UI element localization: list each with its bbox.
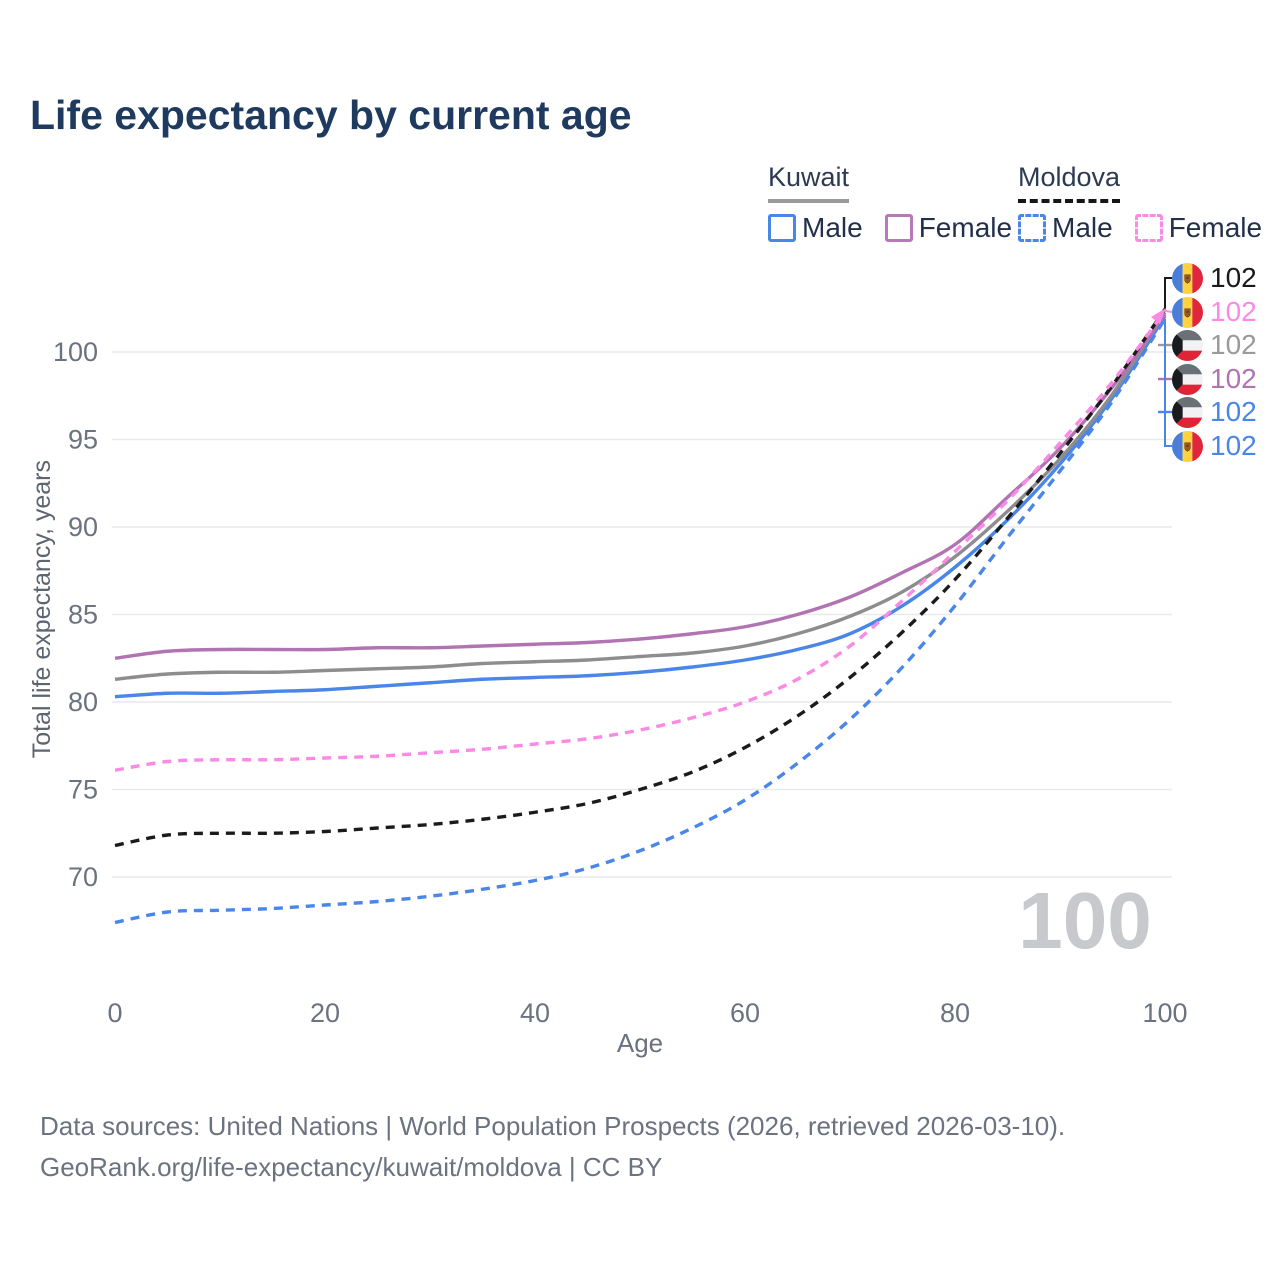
moldova-flag-icon xyxy=(1172,296,1203,328)
moldova-flag-art xyxy=(1172,296,1203,328)
legend-group-kuwait: Kuwait Male Female xyxy=(768,162,1012,244)
series-line-kuwait-both-sexes[interactable] xyxy=(114,311,1167,681)
moldova-flag-icon xyxy=(1172,430,1203,462)
x-tick-label-60: 60 xyxy=(730,998,760,1028)
end-label-row-5: 102 xyxy=(1172,430,1257,462)
y-tick-label-75: 75 xyxy=(68,775,98,805)
end-label-row-1: 102 xyxy=(1172,296,1257,328)
kuwait-flag-art xyxy=(1172,363,1203,395)
y-tick-label-95: 95 xyxy=(68,425,98,455)
kuwait-female-checkbox[interactable] xyxy=(884,214,913,242)
end-value-moldova-male: 102 xyxy=(1210,430,1257,461)
footer: Data sources: United Nations | World Pop… xyxy=(40,1106,1065,1188)
page-title: Life expectancy by current age xyxy=(30,92,632,138)
series-line-moldova-male[interactable] xyxy=(114,317,1167,925)
end-value-moldova-female: 102 xyxy=(1210,296,1257,327)
x-tick-label-20: 20 xyxy=(310,998,340,1028)
kuwait-male-label: Male xyxy=(802,212,863,243)
moldova-female-label: Female xyxy=(1168,212,1263,243)
endpoint-arrow-icon xyxy=(1151,308,1166,324)
age-indicator-watermark: 100 xyxy=(1018,876,1151,965)
x-tick-label-0: 0 xyxy=(107,998,122,1028)
leader-line-moldova-both xyxy=(1164,277,1172,310)
moldova-flag-art xyxy=(1172,430,1203,462)
y-tick-label-80: 80 xyxy=(68,687,98,717)
kuwait-flag-art xyxy=(1172,396,1203,428)
end-value-kuwait-female: 102 xyxy=(1210,363,1257,394)
end-value-kuwait-both: 102 xyxy=(1210,329,1257,360)
end-value-kuwait-male: 102 xyxy=(1210,396,1257,427)
series-line-moldova-both-sexes[interactable] xyxy=(114,308,1167,848)
x-axis-title: Age xyxy=(617,1028,663,1058)
series-line-kuwait-female[interactable] xyxy=(114,313,1167,660)
kuwait-female-label: Female xyxy=(918,212,1013,243)
moldova-flag-icon xyxy=(1172,262,1203,294)
legend-country-kuwait: Kuwait xyxy=(768,162,850,203)
data-sources-line: Data sources: United Nations | World Pop… xyxy=(40,1111,1066,1141)
moldova-male-checkbox[interactable] xyxy=(1018,214,1046,242)
kuwait-flag-icon xyxy=(1172,329,1203,361)
moldova-flag-art xyxy=(1172,262,1203,294)
end-label-row-3: 102 xyxy=(1172,363,1257,395)
attribution-line: GeoRank.org/life-expectancy/kuwait/moldo… xyxy=(40,1152,663,1182)
end-label-row-0: 102 xyxy=(1172,262,1257,294)
kuwait-flag-art xyxy=(1172,329,1203,361)
y-tick-label-85: 85 xyxy=(68,600,98,630)
y-tick-label-90: 90 xyxy=(68,512,98,542)
y-tick-label-100: 100 xyxy=(53,337,98,367)
x-tick-label-40: 40 xyxy=(520,998,550,1028)
series-line-moldova-female[interactable] xyxy=(114,309,1167,772)
kuwait-flag-icon xyxy=(1172,363,1203,395)
end-label-row-4: 102 xyxy=(1172,396,1257,428)
leader-line-moldova-female xyxy=(1164,309,1173,313)
moldova-male-label: Male xyxy=(1052,212,1113,243)
end-value-moldova-both: 102 xyxy=(1210,262,1257,293)
moldova-female-checkbox[interactable] xyxy=(1134,214,1163,242)
legend-country-moldova: Moldova xyxy=(1018,162,1121,203)
kuwait-male-checkbox[interactable] xyxy=(768,214,796,242)
x-tick-label-100: 100 xyxy=(1142,998,1187,1028)
x-tick-label-80: 80 xyxy=(940,998,970,1028)
end-label-row-2: 102 xyxy=(1172,329,1257,361)
legend-group-moldova: Moldova Male Female xyxy=(1018,162,1262,244)
leader-line-moldova-male xyxy=(1164,318,1172,447)
kuwait-flag-icon xyxy=(1172,396,1203,428)
y-tick-label-70: 70 xyxy=(68,862,98,892)
